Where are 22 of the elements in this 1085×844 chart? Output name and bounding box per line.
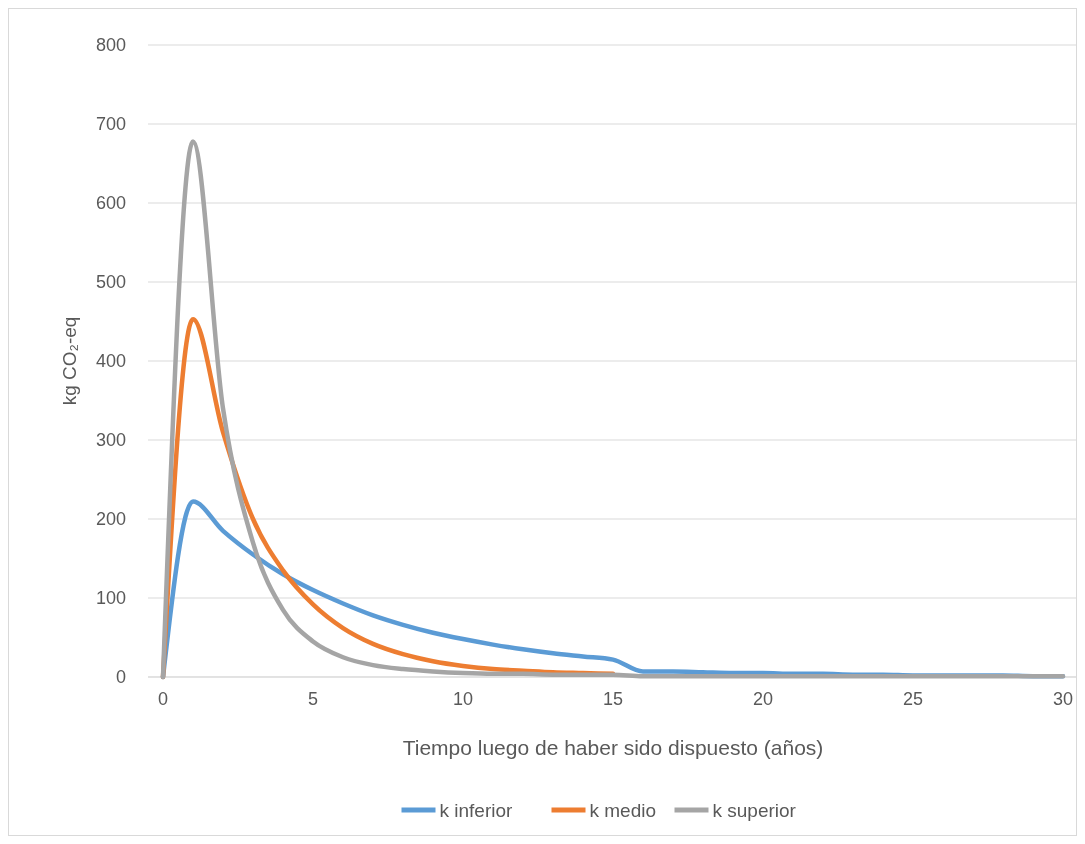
y-tick-label: 300 [95, 430, 126, 451]
y-tick-label: 800 [95, 35, 126, 56]
y-tick-label: 500 [95, 272, 126, 293]
x-tick-label: 20 [752, 689, 774, 709]
x-tick-label: 5 [307, 689, 319, 709]
x-tick-label: 15 [602, 689, 624, 709]
x-tick-label: 30 [1052, 689, 1074, 709]
legend-label: k medio [589, 799, 657, 821]
y-tick-label: 200 [95, 509, 126, 530]
y-tick-label: 600 [95, 193, 126, 214]
x-tick-label: 25 [902, 689, 924, 709]
x-tick-label: 10 [452, 689, 474, 709]
line-series [160, 139, 1066, 680]
y-tick-label: 400 [95, 351, 126, 372]
y-tick-label: 700 [95, 114, 126, 135]
legend-label: k inferior [439, 799, 514, 821]
y-tick-label: 0 [115, 667, 126, 688]
x-axis-title: Tiempo luego de haber sido dispuesto (años) [402, 736, 824, 759]
x-tick-label: 0 [157, 689, 169, 709]
y-tick-label: 100 [95, 588, 126, 609]
legend-label: k superior [712, 799, 797, 821]
y-axis-title: kg CO₂-eq [59, 316, 80, 406]
